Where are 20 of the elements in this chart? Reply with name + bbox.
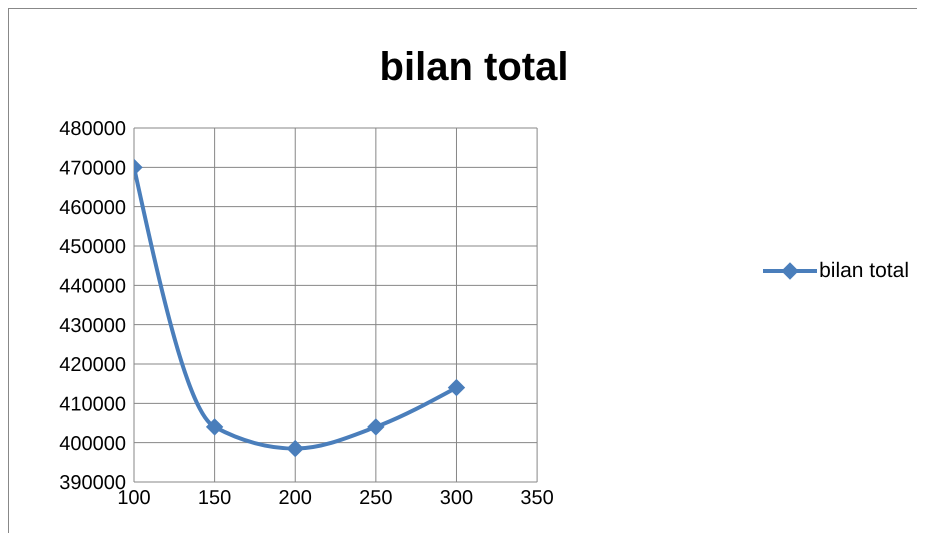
- legend-label: bilan total: [819, 259, 909, 283]
- y-tick-label: 420000: [59, 354, 126, 376]
- x-tick-label: 150: [198, 487, 232, 510]
- y-tick-label: 460000: [59, 196, 126, 219]
- point: [206, 418, 224, 436]
- y-tick-label: 450000: [59, 236, 126, 258]
- y-tick-label: 470000: [59, 157, 126, 180]
- x-tick-label: 250: [359, 487, 393, 510]
- y-tick-label: 430000: [59, 314, 126, 337]
- point: [286, 440, 304, 458]
- point: [367, 418, 384, 436]
- y-tick-label: 410000: [59, 393, 126, 416]
- x-tick-label: 200: [278, 487, 312, 510]
- point: [448, 379, 465, 396]
- x-tick-label: 300: [440, 487, 474, 510]
- y-tick-label: 480000: [59, 118, 126, 140]
- y-tick-label: 440000: [59, 275, 126, 298]
- chart-title: bilan total: [378, 45, 570, 90]
- y-tick-label: 400000: [59, 432, 126, 455]
- x-tick-label: 350: [520, 487, 554, 510]
